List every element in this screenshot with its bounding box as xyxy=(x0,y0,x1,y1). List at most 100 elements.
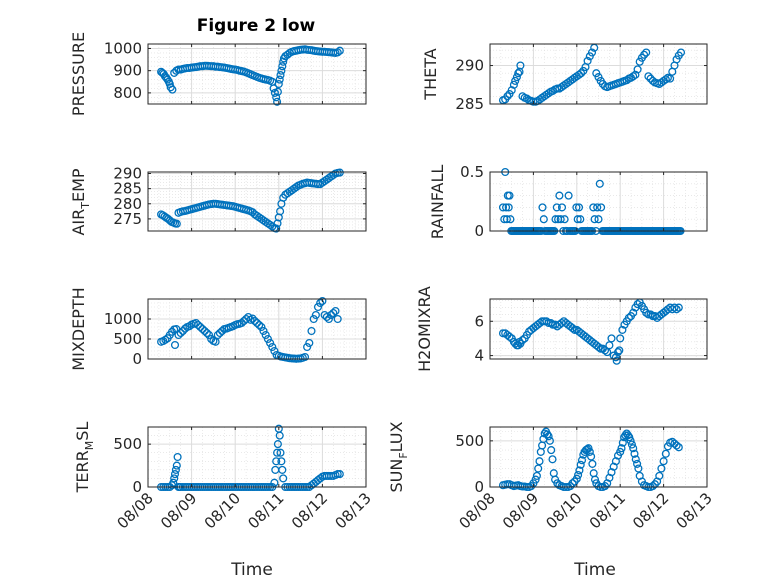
data-point xyxy=(572,474,581,483)
data-point xyxy=(592,69,601,78)
ylabel-theta: THETA xyxy=(421,48,440,100)
data-point xyxy=(552,203,561,212)
data-point xyxy=(549,469,558,478)
ylabel-terr-msl-end: SL xyxy=(73,422,92,441)
data-point xyxy=(300,352,310,362)
ylabel-sun-flux: SUNFLUX xyxy=(387,421,410,492)
data-point xyxy=(276,207,285,216)
data-point xyxy=(577,456,587,465)
axes-box xyxy=(489,171,708,232)
data-point xyxy=(595,179,604,188)
axes-h2omixra: H2OMIXRA 4 6 xyxy=(415,286,708,372)
data-point xyxy=(642,308,651,317)
data-point xyxy=(502,203,511,212)
ylabel-air-temp-sub: T xyxy=(79,202,92,210)
data-point xyxy=(273,87,282,96)
data-point xyxy=(172,219,181,228)
data-point xyxy=(509,80,518,89)
data-point xyxy=(557,203,567,212)
data-point xyxy=(657,464,666,473)
data-point xyxy=(305,338,314,348)
data-point xyxy=(648,482,657,491)
data-point xyxy=(191,318,201,328)
y-tick-label: 6 xyxy=(474,312,484,330)
data-point xyxy=(505,332,514,341)
data-point xyxy=(631,455,640,464)
data-point xyxy=(174,330,183,340)
series-markers xyxy=(157,296,342,363)
data-point xyxy=(511,76,520,85)
data-point xyxy=(173,452,182,462)
data-point xyxy=(674,303,683,312)
axes-mixdepth: MIXDEPTH 0 500 1000 xyxy=(69,287,367,371)
data-point xyxy=(616,334,625,343)
data-point xyxy=(611,353,620,362)
data-point xyxy=(266,338,275,348)
data-point xyxy=(313,302,323,312)
y-tick-label: 290 xyxy=(455,57,484,75)
x-tick-label: 08/12 xyxy=(288,489,331,532)
data-point xyxy=(585,447,594,456)
data-point xyxy=(303,342,312,352)
data-point xyxy=(646,310,655,319)
data-point xyxy=(292,183,301,192)
data-point xyxy=(316,474,325,483)
figure-title: Figure 2 low xyxy=(197,16,316,36)
data-point xyxy=(633,459,642,468)
data-point xyxy=(587,452,596,461)
data-point xyxy=(316,298,325,308)
series-markers xyxy=(498,167,685,236)
y-tick-label: 500 xyxy=(455,432,484,450)
data-point xyxy=(666,74,675,83)
ylabel-air-temp-main: AIR xyxy=(69,209,88,236)
ylabel-air-temp-end: EMP xyxy=(69,168,88,202)
axes-box xyxy=(147,43,367,105)
x-tick-label: 08/13 xyxy=(673,489,716,532)
data-point xyxy=(589,469,598,478)
x-tick-label: 08/11 xyxy=(244,489,287,532)
data-point xyxy=(311,310,320,320)
y-tick-label: 290 xyxy=(113,165,142,183)
data-point xyxy=(248,314,257,323)
data-point xyxy=(194,320,203,330)
data-point xyxy=(272,224,281,233)
data-point xyxy=(613,348,623,357)
data-point xyxy=(544,89,553,98)
axes-box xyxy=(147,298,367,360)
data-point xyxy=(629,308,638,317)
xlabel-right: Time xyxy=(573,560,616,580)
data-point xyxy=(572,203,581,212)
data-point xyxy=(630,449,639,458)
data-point xyxy=(629,72,638,81)
data-point xyxy=(307,326,316,336)
data-point xyxy=(250,316,259,326)
axes-box xyxy=(489,298,708,360)
data-point xyxy=(218,326,227,336)
data-point xyxy=(642,48,651,57)
data-point xyxy=(535,457,544,466)
data-point xyxy=(577,69,586,78)
axes-box xyxy=(489,426,708,488)
data-point xyxy=(584,444,593,453)
data-point xyxy=(170,470,180,479)
data-point xyxy=(335,46,344,55)
data-point xyxy=(544,432,553,441)
data-point xyxy=(178,326,187,336)
data-point xyxy=(327,310,336,320)
ylabel-sun-flux-sub: F xyxy=(397,452,410,458)
data-point xyxy=(600,346,610,355)
ylabel-sun-flux-main: SUN xyxy=(387,459,406,493)
x-tick-label: 08/10 xyxy=(542,489,585,532)
data-point xyxy=(273,97,282,106)
data-point xyxy=(331,306,340,316)
x-tick-label: 08/13 xyxy=(332,489,375,532)
data-point xyxy=(257,322,266,332)
data-point xyxy=(607,334,616,343)
data-point xyxy=(277,457,286,466)
data-point xyxy=(532,471,541,480)
data-point xyxy=(196,322,205,332)
data-point xyxy=(333,48,342,57)
data-point xyxy=(198,324,207,334)
x-tick-label: 08/09 xyxy=(157,489,200,532)
